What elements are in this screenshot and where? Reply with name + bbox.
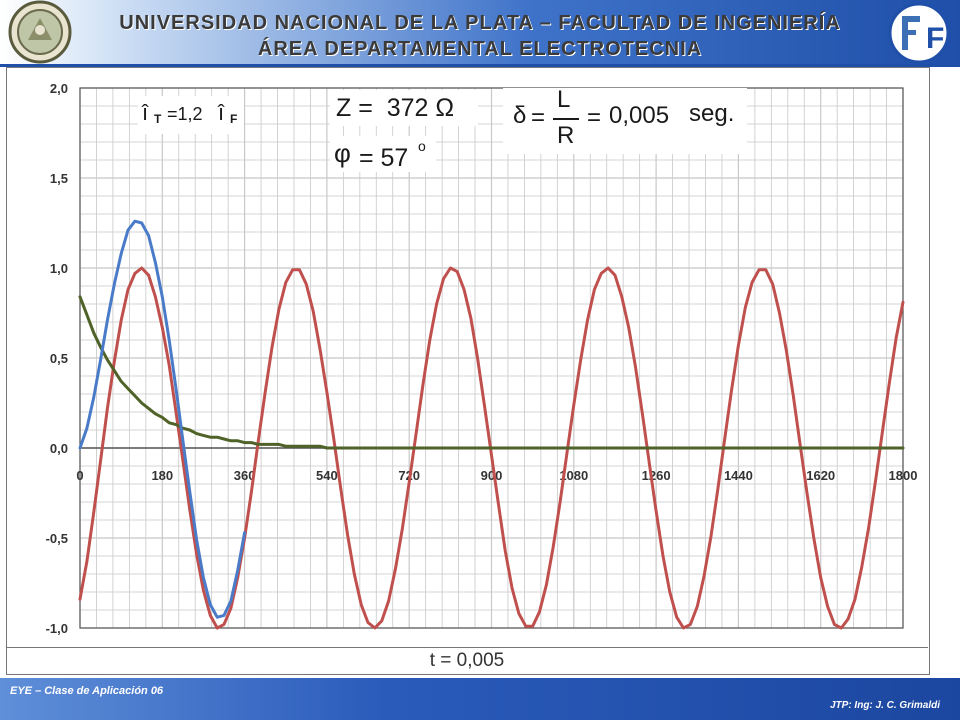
faculty-logo-icon: Fi xyxy=(888,2,953,64)
phase-angle-value: = 57 xyxy=(352,144,409,172)
fraction-numerator: L xyxy=(557,86,571,113)
impedance-value: Z = 372 Ω xyxy=(336,94,455,122)
forced-current-subscript: F xyxy=(230,112,238,126)
x-tick-label: 1440 xyxy=(724,468,753,483)
chart-tick-labels: 2,01,51,00,50,0-0,5-1,00 180 360 540 720 900 1… xyxy=(46,81,918,636)
x-tick-label: 1260 xyxy=(642,468,671,483)
y-tick-label: -1,0 xyxy=(46,621,68,636)
delta-symbol: δ xyxy=(513,102,527,129)
fraction-bar xyxy=(553,118,579,120)
y-tick-label: 0,0 xyxy=(50,441,68,456)
phi-symbol: φ xyxy=(334,138,351,168)
time-unit: seg. xyxy=(689,100,735,127)
series-line-total xyxy=(78,219,247,619)
chart-grid xyxy=(79,87,904,629)
chart-series xyxy=(78,219,905,630)
header-divider xyxy=(0,64,960,67)
university-seal-icon xyxy=(8,0,72,64)
impedance-annotation: Z = 372 Ω xyxy=(330,90,478,126)
total-current-symbol: î xyxy=(142,100,149,125)
x-tick-label: 540 xyxy=(316,468,338,483)
x-tick-label: 0 xyxy=(76,468,83,483)
slide-footer: EYE – Clase de Aplicación 06 JTP: Ing: J… xyxy=(0,678,960,720)
x-tick-label: 900 xyxy=(481,468,503,483)
series-line-transient xyxy=(78,295,905,450)
time-constant-label: t = 0,005 xyxy=(429,650,505,671)
time-constant-annotation: δ = L R = 0,005 seg. xyxy=(503,86,747,154)
delta-equals-2: = xyxy=(587,104,602,131)
fraction-denominator: R xyxy=(557,122,575,149)
series-line-forced xyxy=(78,266,905,630)
y-tick-label: 2,0 xyxy=(50,81,68,96)
total-current-subscript: T xyxy=(154,112,162,126)
current-ratio-equation: =1,2 xyxy=(162,104,208,124)
degree-symbol: o xyxy=(418,138,426,154)
phase-angle-annotation: φ = 57 o xyxy=(330,136,436,172)
y-tick-label: 0,5 xyxy=(50,351,68,366)
x-tick-label: 360 xyxy=(234,468,256,483)
current-ratio-annotation: î T =1,2 î F xyxy=(138,96,244,134)
footer-course-label: EYE – Clase de Aplicación 06 xyxy=(10,685,164,697)
slide-header: UNIVERSIDAD NACIONAL DE LA PLATA – FACUL… xyxy=(0,0,960,66)
header-title-line1: UNIVERSIDAD NACIONAL DE LA PLATA – FACUL… xyxy=(119,12,841,34)
delta-equals-1: = xyxy=(531,104,546,131)
time-constant-caption: t = 0,005 xyxy=(6,647,928,674)
faculty-logo-text: Fi xyxy=(926,22,953,55)
x-tick-label: 1080 xyxy=(559,468,588,483)
y-tick-label: 1,0 xyxy=(50,261,68,276)
plot-area-border xyxy=(79,87,904,629)
y-tick-label: 1,5 xyxy=(50,171,68,186)
x-tick-label: 1620 xyxy=(806,468,835,483)
x-tick-label: 1800 xyxy=(889,468,918,483)
y-tick-label: -0,5 xyxy=(46,531,68,546)
forced-current-symbol: î xyxy=(218,100,225,125)
x-tick-label: 180 xyxy=(151,468,173,483)
header-title-line2: ÁREA DEPARTAMENTAL ELECTROTECNIA xyxy=(257,38,703,60)
footer-author-label: JTP: Ing: J. C. Grimaldi xyxy=(829,700,940,711)
time-constant-value: 0,005 xyxy=(609,102,670,129)
